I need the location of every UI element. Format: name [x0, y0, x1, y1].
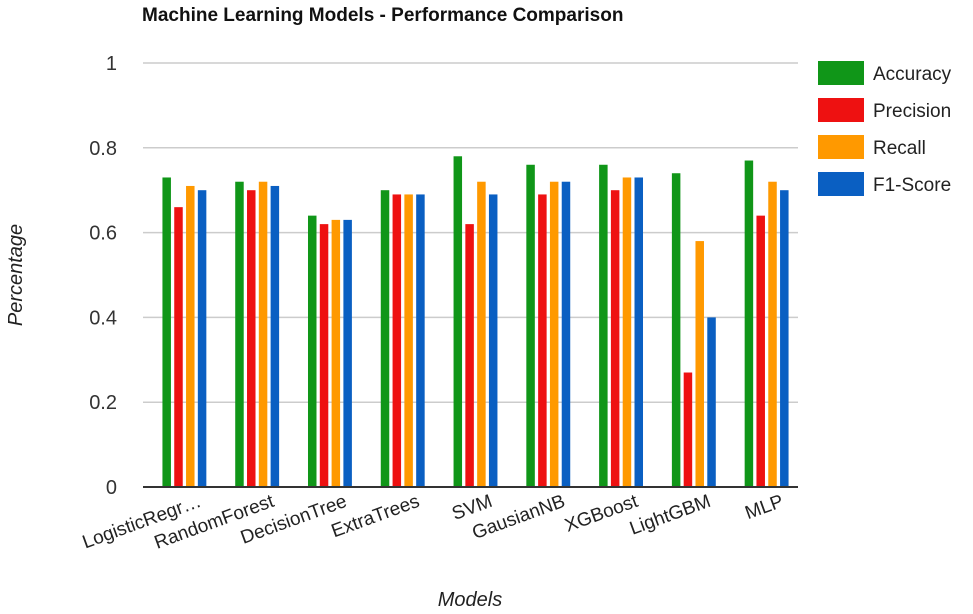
y-tick-label: 0.8: [89, 138, 117, 160]
bar-recall: [404, 194, 413, 487]
bars: [162, 156, 789, 488]
bar-f1-score: [197, 190, 207, 487]
bar-f1-score: [270, 185, 280, 487]
y-tick-label: 0.4: [89, 307, 117, 329]
bar-accuracy: [526, 164, 535, 487]
bar-accuracy: [235, 181, 244, 487]
bar-accuracy: [671, 173, 681, 488]
legend: Accuracy Precision Recall F1-Score: [818, 61, 952, 196]
legend-label: Recall: [873, 138, 926, 159]
bar-f1-score: [561, 181, 571, 487]
bar-accuracy: [599, 164, 608, 487]
bar-recall: [622, 177, 632, 488]
bar-f1-score: [416, 194, 425, 487]
bar-precision: [319, 224, 329, 487]
legend-swatch: [818, 98, 864, 122]
bar-recall: [186, 185, 195, 487]
y-axis-title: Percentage: [5, 224, 27, 326]
bar-recall: [549, 181, 559, 487]
y-axis-ticks: 0 0.2 0.4 0.6 0.8 1: [89, 53, 117, 499]
bar-f1-score: [343, 219, 352, 487]
legend-label: F1-Score: [873, 175, 951, 196]
legend-swatch: [818, 135, 864, 159]
bar-recall: [331, 219, 341, 487]
legend-swatch: [818, 61, 864, 85]
chart-title: Machine Learning Models - Performance Co…: [142, 5, 623, 26]
y-tick-label: 0.6: [89, 223, 117, 245]
y-tick-label: 0.2: [89, 392, 117, 414]
bar-accuracy: [453, 156, 463, 487]
bar-precision: [392, 194, 402, 487]
x-category-label: XGBoost: [562, 491, 641, 537]
bar-accuracy: [162, 177, 171, 488]
bar-recall: [477, 181, 486, 487]
bar-precision: [610, 190, 620, 487]
legend-swatch: [818, 172, 864, 196]
bar-precision: [683, 372, 693, 487]
bar-accuracy: [744, 160, 754, 487]
x-axis-title: Models: [438, 589, 502, 611]
bar-accuracy: [307, 215, 317, 487]
bar-recall: [258, 181, 268, 487]
legend-label: Accuracy: [873, 64, 952, 85]
y-tick-label: 1: [106, 53, 117, 75]
legend-label: Precision: [873, 101, 951, 122]
bar-recall: [768, 181, 777, 487]
bar-f1-score: [634, 177, 644, 488]
x-category-label: MLP: [742, 491, 786, 524]
bar-recall: [695, 241, 704, 487]
x-category-label: LightGBM: [627, 491, 714, 540]
bar-f1-score: [780, 190, 789, 487]
bar-precision: [538, 194, 547, 487]
bar-f1-score: [488, 194, 498, 487]
bar-precision: [756, 215, 765, 487]
bar-precision: [247, 190, 256, 487]
bar-precision: [465, 224, 474, 487]
bar-precision: [174, 207, 183, 487]
bar-accuracy: [380, 190, 390, 487]
x-axis-categories: LogisticRegr…RandomForestDecisionTreeExt…: [80, 491, 786, 554]
bar-f1-score: [707, 317, 716, 487]
y-tick-label: 0: [106, 477, 117, 499]
